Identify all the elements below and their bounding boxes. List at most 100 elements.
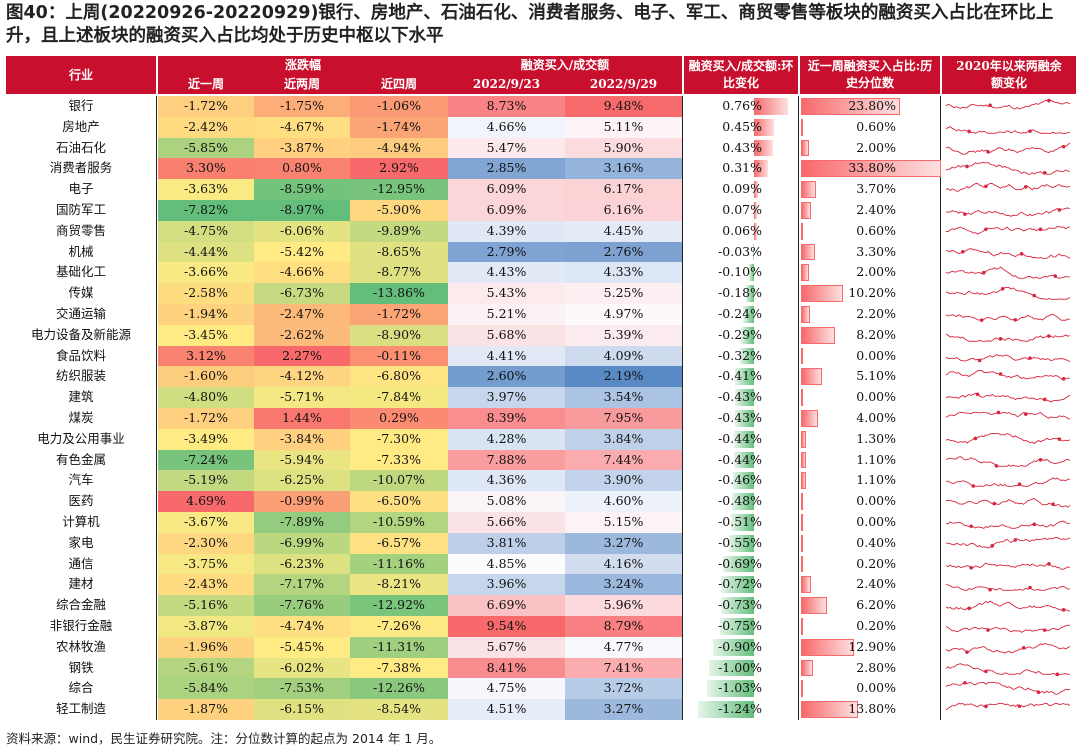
ratio-d1-cell: 7.88% (448, 449, 565, 471)
percentile-value: 12.90% (848, 638, 896, 654)
wow-bar (735, 368, 754, 386)
industry-name: 家电 (68, 534, 94, 550)
change-w2-cell: -8.97% (254, 200, 350, 222)
sparkline-path (945, 411, 1071, 420)
wow-bar (734, 389, 754, 406)
change-w2-cell: -5.94% (254, 449, 350, 471)
wow-bar (754, 98, 789, 115)
ratio-d1-cell: 6.09% (448, 179, 565, 201)
percentile-bar (801, 410, 818, 427)
change-w2-cell: -1.75% (254, 96, 350, 118)
change-w1-cell: -7.82% (158, 200, 254, 222)
wow-value: -0.72% (718, 576, 762, 592)
change-w4-cell: -1.06% (350, 96, 448, 118)
percentile-bar (801, 202, 811, 219)
industry-name: 电力及公用事业 (37, 430, 125, 446)
sparkline-marker (1061, 608, 1066, 612)
percentile-bar (801, 472, 806, 490)
percentile-bar (801, 118, 804, 136)
ratio-d2-cell: 4.09% (565, 345, 682, 367)
percentile-value: 0.60% (856, 222, 896, 238)
change-w2-cell: 1.44% (254, 408, 350, 430)
percentile-value: 3.70% (856, 181, 896, 197)
change-w2-cell: -5.45% (254, 636, 350, 659)
wow-bar (707, 680, 754, 698)
wow-value: 0.45% (722, 118, 762, 134)
percentile-bar (801, 618, 803, 635)
change-w1-cell: -2.42% (158, 116, 254, 139)
sparkline-marker (1051, 502, 1055, 507)
sparkline-path (945, 392, 1071, 403)
ratio-d1-cell: 5.21% (448, 304, 565, 326)
change-w1-cell: 3.30% (158, 158, 254, 180)
ratio-d1-cell: 4.36% (448, 470, 565, 492)
sparkline-marker (1038, 457, 1043, 462)
ratio-d2-cell: 3.72% (565, 678, 682, 700)
industry-name: 汽车 (68, 472, 94, 488)
ratio-d2-cell: 2.76% (565, 241, 682, 263)
source-note: 资料来源：wind，民生证券研究院。注：分位数计算的起点为 2014 年 1 月… (6, 731, 442, 746)
header-pct: 近一周融资买入占比:历史分位数 (800, 56, 940, 94)
percentile-value: 2.40% (856, 202, 896, 217)
wow-bar (713, 638, 754, 656)
change-w4-cell: -12.92% (350, 595, 448, 617)
change-w1-cell: -3.49% (158, 428, 254, 451)
wow-value: 0.31% (722, 160, 762, 176)
wow-value: -0.44% (718, 430, 762, 446)
change-w4-cell: -7.30% (350, 428, 448, 451)
sparkline-marker (963, 681, 967, 685)
column-separator (682, 96, 683, 720)
sparkline-marker (996, 410, 1001, 415)
change-w2-cell: -6.23% (254, 553, 350, 575)
ratio-d1-cell: 5.66% (448, 512, 565, 534)
sparkline-path (945, 125, 1070, 134)
wow-bar (754, 118, 775, 136)
change-w1-cell: -3.45% (158, 324, 254, 347)
sparkline-marker (1057, 437, 1062, 441)
change-w4-cell: -8.65% (350, 241, 448, 263)
percentile-value: 3.30% (856, 243, 896, 259)
sparkline-marker (1038, 227, 1043, 231)
percentile-value: 2.20% (856, 306, 896, 321)
ratio-d1-cell: 2.60% (448, 366, 565, 388)
industry-name: 国防军工 (55, 202, 106, 217)
sparkline-path (945, 584, 1070, 592)
sparkline-marker (1017, 704, 1022, 709)
percentile-bar (801, 680, 803, 698)
change-w4-cell: -6.50% (350, 491, 448, 513)
sparkline-marker (1013, 537, 1018, 542)
ratio-d2-cell: 3.54% (565, 387, 682, 409)
sparkline-path (945, 183, 1071, 192)
industry-name: 轻工制造 (55, 701, 106, 717)
sparkline-path (945, 353, 1071, 362)
sparkline-path (945, 142, 1071, 155)
sparkline-path (945, 247, 1071, 259)
ratio-d2-cell: 7.44% (565, 449, 682, 471)
industry-name: 房地产 (62, 118, 100, 134)
change-w4-cell: -8.21% (350, 574, 448, 596)
change-w1-cell: -2.43% (158, 574, 254, 596)
change-w2-cell: -7.17% (254, 574, 350, 596)
ratio-d1-cell: 5.68% (448, 324, 565, 347)
change-w4-cell: -7.38% (350, 657, 448, 679)
change-w1-cell: 4.69% (158, 491, 254, 513)
ratio-d2-cell: 4.16% (565, 553, 682, 575)
header-d1: 2022/9/23 (448, 75, 565, 94)
sparkline-path (945, 682, 1071, 696)
ratio-d2-cell: 3.16% (565, 158, 682, 180)
industry-name: 纺织服装 (55, 368, 106, 384)
change-w1-cell: -3.67% (158, 512, 254, 534)
wow-value: -0.44% (718, 451, 762, 467)
wow-bar (740, 326, 754, 344)
industry-name: 传媒 (68, 285, 94, 301)
change-w4-cell: -11.31% (350, 636, 448, 659)
margin-trend-sparkline (945, 207, 1071, 217)
change-w2-cell: 0.80% (254, 158, 350, 180)
margin-trend-sparkline (945, 561, 1071, 570)
percentile-value: 1.30% (856, 430, 896, 446)
ratio-d2-cell: 5.96% (565, 595, 682, 617)
header-trend: 2020年以来两融余额变化 (942, 56, 1076, 94)
sparkline-marker (1024, 185, 1028, 189)
wow-bar (720, 618, 754, 635)
sparkline-path (945, 536, 1071, 549)
